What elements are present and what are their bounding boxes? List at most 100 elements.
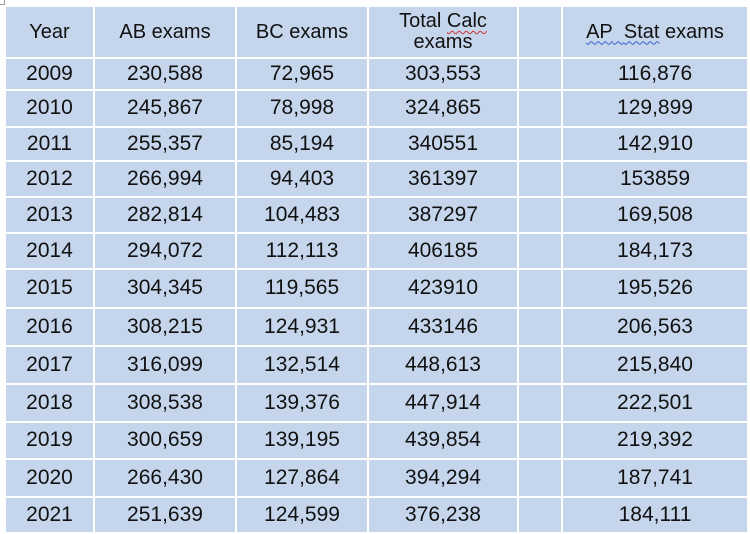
cell-blank [517, 126, 563, 162]
header-year-label: Year [29, 20, 70, 43]
cell-year: 2019 [4, 421, 95, 460]
header-bc-label: BC exams [255, 20, 349, 43]
cell-year: 2013 [4, 196, 95, 234]
cell-bc: 124,931 [235, 307, 369, 347]
cell-total: 448,613 [367, 345, 519, 385]
cell-ab: 294,072 [93, 232, 237, 270]
cell-bc: 139,376 [235, 383, 369, 423]
table-row: 2021 251,639 124,599 376,238 184,111 [4, 496, 749, 534]
cell-stat: 129,899 [561, 89, 749, 128]
header-blank [517, 5, 563, 59]
cell-year: 2012 [4, 160, 95, 198]
ap-exams-table: Year AB exams BC exams Total Calc exams … [4, 5, 749, 534]
cell-blank [517, 383, 563, 423]
cell-blank [517, 196, 563, 234]
table-row: 2014 294,072 112,113 406185 184,173 [4, 232, 749, 270]
cell-blank [517, 496, 563, 534]
cell-year: 2014 [4, 232, 95, 270]
header-ap-word: AP [586, 20, 613, 43]
header-stat-exams-word: exams [665, 20, 724, 43]
cell-ab: 255,357 [93, 126, 237, 162]
cell-bc: 72,965 [235, 57, 369, 91]
cell-ab: 282,814 [93, 196, 237, 234]
header-total-word: Total [399, 10, 442, 32]
cell-year: 2009 [4, 57, 95, 91]
cell-total: 340551 [367, 126, 519, 162]
cell-total: 394,294 [367, 458, 519, 498]
cell-total: 433146 [367, 307, 519, 347]
cell-year: 2015 [4, 268, 95, 309]
table-row: 2019 300,659 139,195 439,854 219,392 [4, 421, 749, 460]
cell-bc: 78,998 [235, 89, 369, 128]
cell-year: 2016 [4, 307, 95, 347]
cell-ab: 230,588 [93, 57, 237, 91]
cell-ab: 308,215 [93, 307, 237, 347]
cell-blank [517, 57, 563, 91]
document-corner-mark [0, 0, 5, 5]
cell-stat: 219,392 [561, 421, 749, 460]
cell-bc: 85,194 [235, 126, 369, 162]
cell-total: 376,238 [367, 496, 519, 534]
cell-stat: 116,876 [561, 57, 749, 91]
cell-ab: 300,659 [93, 421, 237, 460]
cell-year: 2011 [4, 126, 95, 162]
cell-total: 423910 [367, 268, 519, 309]
header-stat-word: Stat [623, 20, 660, 43]
cell-blank [517, 232, 563, 270]
cell-total: 324,865 [367, 89, 519, 128]
header-ab-exams: AB exams [93, 5, 237, 59]
cell-bc: 139,195 [235, 421, 369, 460]
cell-ab: 251,639 [93, 496, 237, 534]
cell-stat: 195,526 [561, 268, 749, 309]
cell-stat: 222,501 [561, 383, 749, 423]
table-row: 2016 308,215 124,931 433146 206,563 [4, 307, 749, 347]
header-row: Year AB exams BC exams Total Calc exams … [4, 5, 749, 59]
cell-stat: 215,840 [561, 345, 749, 385]
cell-stat: 187,741 [561, 458, 749, 498]
cell-bc: 104,483 [235, 196, 369, 234]
cell-blank [517, 458, 563, 498]
cell-stat: 142,910 [561, 126, 749, 162]
cell-ab: 316,099 [93, 345, 237, 385]
cell-stat: 184,111 [561, 496, 749, 534]
cell-total: 439,854 [367, 421, 519, 460]
header-total-calc-exams: Total Calc exams [367, 5, 519, 59]
cell-blank [517, 345, 563, 385]
cell-bc: 112,113 [235, 232, 369, 270]
cell-stat: 206,563 [561, 307, 749, 347]
cell-bc: 132,514 [235, 345, 369, 385]
header-calc-word: Calc [446, 10, 487, 32]
cell-bc: 119,565 [235, 268, 369, 309]
table-row: 2013 282,814 104,483 387297 169,508 [4, 196, 749, 234]
cell-total: 406185 [367, 232, 519, 270]
cell-stat: 184,173 [561, 232, 749, 270]
header-ap-stat-exams: AP Stat exams [561, 5, 749, 59]
cell-total: 303,553 [367, 57, 519, 91]
header-total-exams-word: exams [413, 31, 473, 53]
cell-ab: 266,430 [93, 458, 237, 498]
cell-year: 2018 [4, 383, 95, 423]
cell-ab: 308,538 [93, 383, 237, 423]
table-row: 2011 255,357 85,194 340551 142,910 [4, 126, 749, 162]
cell-total: 447,914 [367, 383, 519, 423]
table-row: 2009 230,588 72,965 303,553 116,876 [4, 57, 749, 91]
cell-year: 2020 [4, 458, 95, 498]
cell-blank [517, 89, 563, 128]
table-row: 2018 308,538 139,376 447,914 222,501 [4, 383, 749, 423]
cell-year: 2021 [4, 496, 95, 534]
cell-year: 2010 [4, 89, 95, 128]
table-row: 2010 245,867 78,998 324,865 129,899 [4, 89, 749, 128]
header-year: Year [4, 5, 95, 59]
header-bc-exams: BC exams [235, 5, 369, 59]
cell-bc: 124,599 [235, 496, 369, 534]
cell-year: 2017 [4, 345, 95, 385]
table-row: 2012 266,994 94,403 361397 153859 [4, 160, 749, 198]
cell-blank [517, 421, 563, 460]
cell-bc: 94,403 [235, 160, 369, 198]
cell-ab: 245,867 [93, 89, 237, 128]
cell-total: 361397 [367, 160, 519, 198]
cell-blank [517, 268, 563, 309]
cell-stat: 153859 [561, 160, 749, 198]
table-row: 2017 316,099 132,514 448,613 215,840 [4, 345, 749, 385]
table-row: 2015 304,345 119,565 423910 195,526 [4, 268, 749, 309]
